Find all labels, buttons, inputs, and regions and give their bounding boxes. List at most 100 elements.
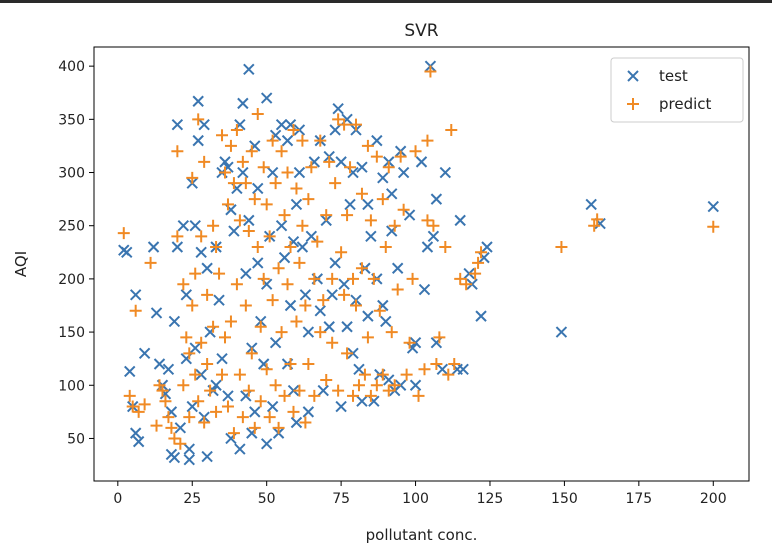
predict-point: [388, 219, 401, 232]
test-point: [189, 219, 201, 232]
test-point: [198, 118, 210, 131]
predict-point: [171, 230, 184, 243]
test-point: [129, 289, 142, 301]
predict-point: [475, 246, 488, 259]
test-point: [317, 384, 329, 397]
test-point: [252, 182, 264, 195]
predict-point: [242, 384, 255, 397]
predict-point: [308, 389, 321, 402]
predict-point: [320, 209, 333, 222]
test-point: [383, 374, 395, 386]
predict-point: [469, 267, 482, 280]
test-point: [409, 379, 422, 391]
test-point: [240, 267, 252, 280]
test-point: [243, 63, 255, 76]
legend-marker-test: [627, 70, 639, 82]
test-point: [192, 95, 204, 107]
x-tick-label: 50: [258, 491, 276, 507]
predict-point: [341, 347, 354, 360]
predict-point: [278, 209, 291, 222]
test-point: [335, 156, 347, 168]
test-point: [427, 230, 440, 243]
x-tick-label: 0: [113, 491, 122, 507]
predict-point: [260, 363, 273, 376]
predict-point: [129, 304, 142, 317]
test-point: [344, 198, 356, 211]
predict-point: [126, 400, 139, 413]
predict-point: [266, 134, 279, 147]
test-point: [341, 321, 353, 333]
predict-point: [227, 427, 240, 440]
predict-point: [323, 155, 336, 168]
test-point: [353, 363, 365, 376]
predict-point: [293, 384, 306, 397]
predict-point: [192, 113, 205, 126]
predict-point: [296, 134, 309, 147]
test-point: [439, 166, 452, 179]
test-point: [195, 246, 207, 259]
predict-point: [707, 220, 720, 233]
predict-point: [210, 405, 223, 418]
test-point: [260, 438, 273, 450]
predict-point: [236, 411, 249, 424]
predict-point: [299, 416, 312, 429]
predict-point: [424, 65, 437, 78]
predict-point: [403, 336, 416, 349]
predict-point: [263, 230, 276, 243]
y-axis-label: AQI: [12, 251, 30, 277]
predict-point: [439, 240, 452, 253]
predict-point: [248, 193, 261, 206]
predict-point: [204, 384, 217, 397]
predict-point: [382, 384, 395, 397]
predict-point: [427, 219, 440, 232]
predict-point: [117, 227, 130, 240]
series-predict: [117, 65, 720, 450]
predict-point: [198, 416, 211, 429]
test-point: [260, 92, 273, 104]
predict-point: [207, 320, 220, 333]
predict-point: [233, 214, 246, 227]
test-point: [397, 166, 410, 179]
predict-point: [287, 405, 300, 418]
test-point: [213, 294, 225, 306]
test-point: [192, 134, 204, 147]
predict-point: [311, 235, 324, 248]
test-point: [323, 321, 335, 333]
predict-point: [189, 368, 202, 381]
predict-point: [242, 225, 255, 238]
predict-point: [350, 299, 362, 312]
test-point: [371, 134, 383, 147]
predict-point: [385, 326, 398, 339]
predict-point: [254, 395, 267, 408]
predict-point: [144, 256, 157, 269]
predict-point: [180, 331, 193, 344]
predict-point: [245, 347, 258, 360]
predict-point: [364, 389, 377, 402]
predict-point: [394, 150, 407, 163]
test-point: [150, 307, 163, 319]
predict-point: [361, 331, 374, 344]
predict-point: [150, 419, 163, 432]
predict-point: [445, 123, 458, 136]
predict-point: [448, 357, 461, 370]
y-tick-label: 150: [58, 325, 85, 341]
test-point: [365, 230, 377, 243]
predict-point: [326, 336, 339, 349]
predict-point: [290, 315, 303, 328]
predict-point: [195, 230, 208, 243]
test-point: [290, 416, 303, 429]
test-point: [183, 454, 195, 466]
predict-point: [230, 123, 243, 136]
test-point: [171, 241, 184, 253]
y-tick-label: 250: [58, 219, 85, 235]
predict-point: [201, 357, 214, 370]
predict-point: [460, 278, 473, 291]
data-marks: [117, 60, 720, 466]
test-point: [189, 342, 201, 354]
test-point: [314, 305, 326, 317]
predict-point: [352, 379, 365, 392]
predict-point: [409, 145, 422, 158]
predict-point: [156, 384, 169, 397]
predict-point: [305, 161, 318, 174]
